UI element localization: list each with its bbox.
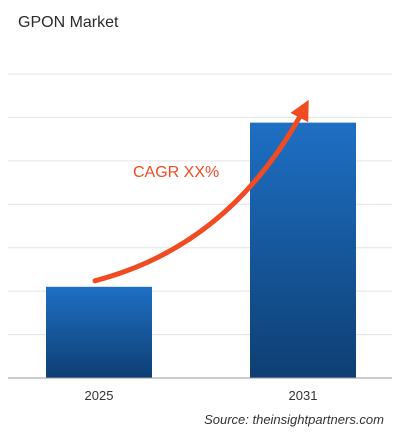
x-tick-labels: 2025 2031 <box>85 388 318 403</box>
bar-2031 <box>250 122 356 378</box>
x-tick-label: 2025 <box>85 388 114 403</box>
x-tick-label: 2031 <box>289 388 318 403</box>
chart-title: GPON Market <box>18 14 119 31</box>
cagr-annotation: CAGR XX% <box>133 164 219 181</box>
cagr-arrow <box>92 99 309 284</box>
bar-2025 <box>46 286 152 378</box>
source-note: Source: theinsightpartners.com <box>204 412 384 427</box>
